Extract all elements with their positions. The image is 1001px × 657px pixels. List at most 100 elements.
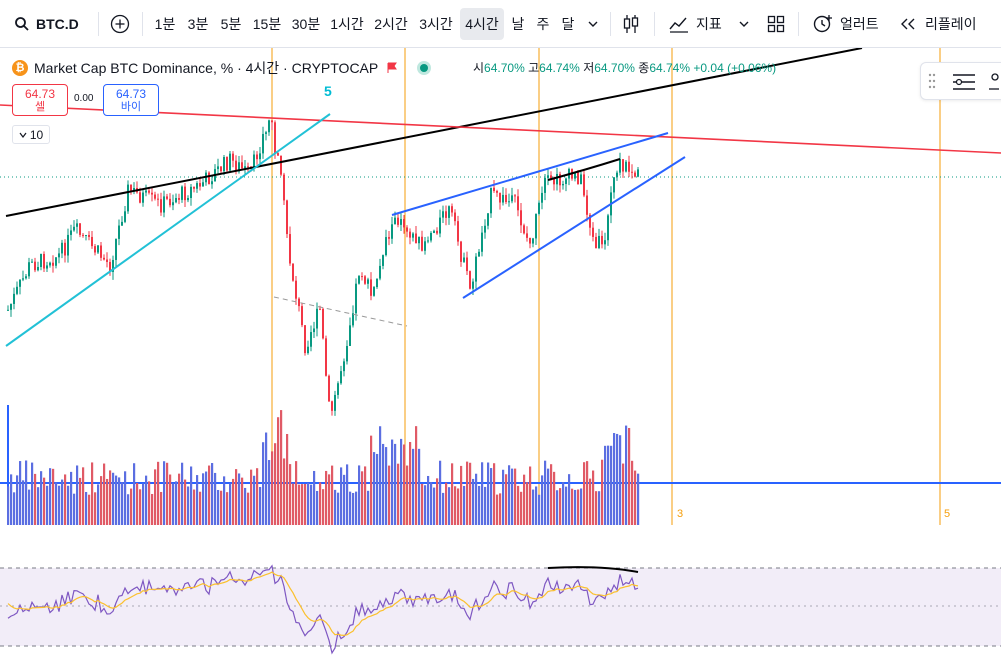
volume-bar xyxy=(142,483,145,525)
divider xyxy=(610,12,611,36)
candle-body xyxy=(427,240,429,242)
volume-bar xyxy=(505,474,508,525)
interval-5m[interactable]: 5분 xyxy=(216,8,246,40)
chart-type-button[interactable] xyxy=(616,8,646,40)
volume-bar xyxy=(358,465,361,525)
sell-button[interactable]: 64.73 셀 xyxy=(12,84,68,116)
candle-body xyxy=(475,256,477,282)
volume-bar xyxy=(604,445,607,525)
ohlc-values: 시64.70% 고64.74% 저64.70% 종64.74% +0.04 (+… xyxy=(473,59,776,76)
volume-bar xyxy=(226,492,229,525)
volume-bar xyxy=(19,461,22,525)
replay-button[interactable]: 리플레이 xyxy=(893,8,985,40)
candle-body xyxy=(565,178,567,184)
candle-body xyxy=(73,226,75,231)
flag-icon[interactable] xyxy=(386,62,398,74)
candle-body xyxy=(535,213,537,239)
candle-body xyxy=(16,286,18,294)
volume-bar xyxy=(25,460,28,525)
interval-2h[interactable]: 2시간 xyxy=(370,8,412,40)
candle-body xyxy=(28,262,30,277)
volume-bar xyxy=(316,490,319,525)
volume-bar xyxy=(103,463,106,525)
candle-body xyxy=(511,195,513,202)
series-legend[interactable]: ₿ Market Cap BTC Dominance, % · 4시간 · CR… xyxy=(12,58,429,78)
volume-bar xyxy=(367,490,370,525)
interval-1m[interactable]: 1분 xyxy=(150,8,180,40)
volume-bar xyxy=(79,477,82,525)
candle-body xyxy=(526,233,528,238)
low-label: 저 xyxy=(583,61,595,75)
interval-month[interactable]: 달 xyxy=(557,8,579,40)
interval-30m[interactable]: 30분 xyxy=(288,8,324,40)
candle-body xyxy=(70,230,72,235)
interval-4h[interactable]: 4시간 xyxy=(460,8,504,40)
volume-bar xyxy=(421,483,424,525)
candle-body xyxy=(625,161,627,172)
add-symbol-button[interactable] xyxy=(106,8,134,40)
candle-body xyxy=(421,236,423,251)
symbol-search[interactable]: BTC.D xyxy=(10,8,80,40)
interval-3h[interactable]: 3시간 xyxy=(415,8,457,40)
interval-week[interactable]: 주 xyxy=(532,8,554,40)
volume-bar xyxy=(85,491,88,525)
interval-1h[interactable]: 1시간 xyxy=(327,8,367,40)
volume-bar xyxy=(445,482,448,525)
volume-bar xyxy=(121,482,124,525)
replay-icon xyxy=(901,18,915,30)
divider xyxy=(798,12,799,36)
candle-body xyxy=(145,190,147,193)
symbol-label: BTC.D xyxy=(36,16,79,32)
candle-body xyxy=(172,202,174,206)
buy-button[interactable]: 64.73 바이 xyxy=(103,84,159,116)
candle-body xyxy=(541,192,543,203)
volume-bar xyxy=(394,443,397,525)
bitcoin-icon: ₿ xyxy=(12,60,28,76)
candle-body xyxy=(508,201,510,203)
indicators-button[interactable]: 지표 xyxy=(664,8,730,40)
drawing-tool-icon[interactable] xyxy=(987,71,1001,93)
interval-15m[interactable]: 15분 xyxy=(249,8,285,40)
volume-bar xyxy=(163,461,166,525)
volume-bar xyxy=(253,475,256,525)
line-settings-icon[interactable] xyxy=(951,71,977,93)
candle-body xyxy=(181,186,183,200)
volume-bar xyxy=(76,465,79,525)
candle-body xyxy=(466,257,468,272)
candle-body xyxy=(199,183,201,187)
chart-pane[interactable]: 5 3 5 xyxy=(0,48,1001,657)
interval-3m[interactable]: 3분 xyxy=(183,8,213,40)
volume-bar xyxy=(169,474,172,525)
volume-bar xyxy=(43,477,46,525)
drag-handle-icon[interactable] xyxy=(927,71,937,91)
candle-body xyxy=(592,227,594,237)
volume-bar xyxy=(151,493,154,525)
candle-body xyxy=(19,279,21,287)
candle-body xyxy=(367,279,369,284)
volume-bar xyxy=(334,489,337,525)
candle-body xyxy=(439,217,441,234)
volume-bar xyxy=(574,489,577,525)
search-icon xyxy=(15,17,29,31)
indicators-dropdown[interactable] xyxy=(733,8,755,40)
volume-bar xyxy=(550,464,553,525)
quantity-field[interactable]: 10 xyxy=(12,125,50,144)
candle-body xyxy=(127,184,129,212)
volume-bar xyxy=(325,470,328,525)
volume-bar xyxy=(190,466,193,525)
candle-body xyxy=(58,253,60,258)
candle-body xyxy=(223,157,225,172)
candle-body xyxy=(235,160,237,172)
volume-bar xyxy=(238,473,241,525)
candle-body xyxy=(319,308,321,310)
interval-dropdown[interactable] xyxy=(582,8,604,40)
candle-body xyxy=(202,182,204,187)
volume-bar xyxy=(130,488,133,525)
candle-body xyxy=(133,188,135,192)
alert-button[interactable]: 얼러트 xyxy=(806,8,886,40)
interval-day[interactable]: 날 xyxy=(507,8,529,40)
chart-canvas[interactable] xyxy=(0,48,1001,657)
candle-body xyxy=(334,394,336,411)
volume-bar xyxy=(463,485,466,525)
layout-button[interactable] xyxy=(762,8,790,40)
